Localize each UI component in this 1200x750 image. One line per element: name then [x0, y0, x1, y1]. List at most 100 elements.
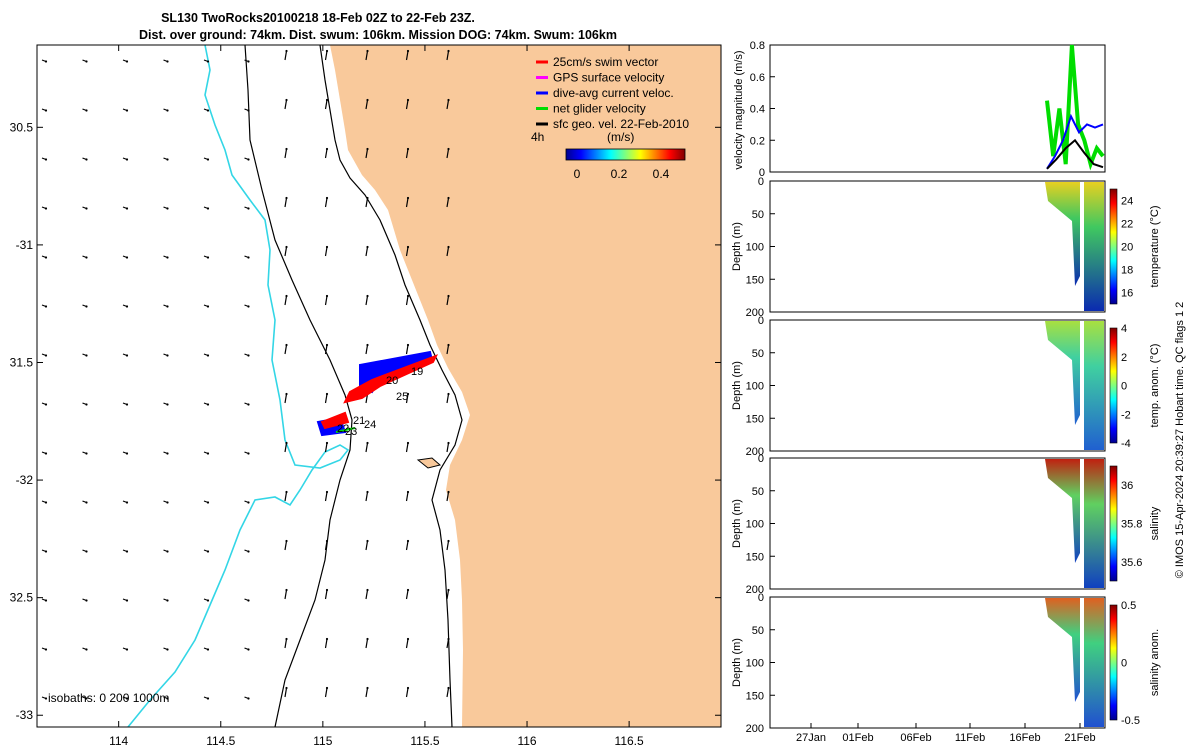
- velocity-arrow-head: [285, 686, 288, 690]
- velocity-arrow: [446, 50, 450, 61]
- section-colorbar-label: temp. anom. (°C): [1149, 344, 1161, 428]
- velocity-arrow: [365, 638, 369, 649]
- velocity-arrow-head: [44, 256, 48, 259]
- sfc-geo-velocity-line: [1046, 138, 1104, 170]
- section-colorbar: [1109, 465, 1118, 582]
- velocity-arrow-head: [166, 550, 169, 553]
- velocity-arrow-head: [447, 637, 450, 641]
- section-ytick-label: 50: [752, 625, 764, 637]
- velocity-arrow: [365, 687, 369, 698]
- velocity-arrow-head: [125, 158, 129, 161]
- map-ytick-label: -31: [16, 238, 34, 252]
- velocity-arrow-head: [166, 207, 169, 210]
- velocity-arrow: [446, 589, 450, 600]
- velocity-arrow-head: [366, 539, 369, 543]
- section-colorbar: [1109, 604, 1118, 721]
- velocity-arrow: [446, 246, 450, 257]
- section-ytick-label: 50: [752, 209, 764, 221]
- velocity-ylabel: velocity magnitude (m/s): [733, 50, 745, 169]
- velocity-arrow-head: [125, 648, 129, 651]
- velocity-arrow: [284, 540, 288, 551]
- velocity-arrow: [324, 491, 328, 502]
- velocity-arrow: [446, 393, 450, 404]
- velocity-arrow-head: [247, 452, 250, 455]
- velocity-arrow: [324, 99, 328, 110]
- velocity-arrow-head: [285, 49, 288, 53]
- title-line1: SL130 TwoRocks20100218 18-Feb 02Z to 22-…: [161, 11, 475, 25]
- velocity-arrow-head: [447, 490, 450, 494]
- section-colorbar-tick: 36: [1121, 480, 1133, 492]
- velocity-arrow-head: [447, 98, 450, 102]
- velocity-arrow: [365, 540, 369, 551]
- section-colorbar-tick: 24: [1121, 196, 1133, 208]
- velocity-arrow-head: [247, 305, 250, 308]
- velocity-arrow-head: [406, 49, 410, 53]
- velocity-arrow-head: [447, 49, 450, 53]
- velocity-arrow-head: [406, 441, 410, 445]
- isobath-1000m: [127, 45, 350, 727]
- map-legend: 25cm/s swim vector GPS surface velocitydi…: [536, 55, 689, 131]
- velocity-arrow: [324, 295, 328, 306]
- velocity-arrow: [365, 99, 369, 110]
- map-frame: [36, 44, 722, 728]
- velocity-panel-frame: [769, 44, 1106, 173]
- velocity-arrow: [365, 295, 369, 306]
- velocity-arrow-head: [125, 403, 129, 406]
- swim-vector-track-south: [320, 411, 350, 430]
- section-ytick-label: 100: [746, 658, 764, 670]
- velocity-arrow-head: [206, 109, 210, 112]
- velocity-arrow-head: [325, 441, 329, 445]
- velocity-arrow-head: [206, 158, 210, 161]
- velocity-arrow: [324, 197, 328, 208]
- section-panel-frame: [769, 319, 1106, 452]
- time-tick-label: 01Feb: [842, 732, 873, 744]
- day-label-21: 21: [353, 415, 365, 427]
- time-axis: 27Jan 01Feb 06Feb 11Feb 16Feb 21Feb: [796, 723, 1096, 744]
- velocity-arrow-head: [325, 637, 329, 641]
- velocity-arrow: [405, 540, 409, 551]
- glider-track: [316, 350, 439, 437]
- velocity-arrow-head: [325, 147, 329, 151]
- section-ytick-label: 50: [752, 348, 764, 360]
- velocity-arrow-head: [206, 501, 210, 504]
- section-colorbar-tick: -0.5: [1121, 715, 1140, 727]
- velocity-arrow-head: [125, 550, 129, 553]
- section-data-left: [1045, 598, 1080, 702]
- velocity-arrow-head: [125, 60, 129, 63]
- velocity-arrow-head: [85, 648, 88, 651]
- velocity-arrow-head: [44, 158, 48, 161]
- velocity-arrow: [324, 246, 328, 257]
- velocity-arrow-head: [285, 196, 288, 200]
- legend-entry: net glider velocity: [553, 102, 646, 116]
- velocity-arrow-head: [285, 294, 288, 298]
- velocity-arrow: [284, 295, 288, 306]
- section-ylabel: Depth (m): [731, 638, 743, 687]
- map-xtick-label: 115.5: [410, 734, 439, 748]
- velocity-arrow-head: [125, 256, 129, 259]
- velocity-arrow-head: [44, 599, 48, 602]
- velocity-arrow-head: [247, 599, 250, 602]
- velocity-arrow: [405, 148, 409, 159]
- velocity-arrow-head: [166, 403, 169, 406]
- velocity-arrow: [446, 148, 450, 159]
- colorbar-tick-2: 0.4: [653, 167, 670, 181]
- velocity-arrow: [405, 393, 409, 404]
- section-colorbar-label: salinity: [1149, 506, 1161, 540]
- velocity-arrow: [324, 638, 328, 649]
- velocity-arrow-head: [406, 392, 410, 396]
- velocity-arrow-head: [366, 294, 369, 298]
- velocity-arrow-head: [285, 441, 288, 445]
- velocity-arrow-head: [85, 109, 88, 112]
- legend-entry: sfc geo. vel. 22-Feb-2010: [553, 117, 689, 131]
- velocity-arrow-head: [85, 158, 88, 161]
- velocity-arrow-head: [85, 452, 88, 455]
- velocity-arrow-head: [406, 588, 410, 592]
- map-xtick-label: 115: [313, 734, 332, 748]
- velocity-arrow-head: [166, 354, 169, 357]
- velocity-arrow-head: [366, 49, 369, 53]
- velocity-arrow: [284, 50, 288, 61]
- velocity-arrow-head: [247, 697, 250, 700]
- velocity-arrow-head: [125, 109, 129, 112]
- velocity-arrow-head: [125, 501, 129, 504]
- velocity-arrow-head: [247, 60, 250, 63]
